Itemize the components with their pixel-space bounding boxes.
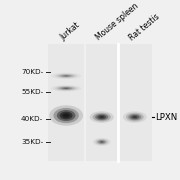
Ellipse shape <box>55 73 78 78</box>
Text: Mouse spleen: Mouse spleen <box>94 2 140 42</box>
Ellipse shape <box>49 105 83 126</box>
Ellipse shape <box>95 139 108 145</box>
Text: 35KD-: 35KD- <box>21 139 43 145</box>
Ellipse shape <box>97 140 107 144</box>
Ellipse shape <box>64 114 68 116</box>
Ellipse shape <box>60 87 72 89</box>
Ellipse shape <box>99 116 104 118</box>
Ellipse shape <box>95 114 108 120</box>
Ellipse shape <box>126 113 144 122</box>
Ellipse shape <box>60 75 72 77</box>
Ellipse shape <box>123 111 147 123</box>
Text: 55KD-: 55KD- <box>21 89 43 95</box>
Ellipse shape <box>97 115 106 119</box>
Ellipse shape <box>134 116 136 118</box>
Bar <box>86 44 152 161</box>
Bar <box>48 44 84 161</box>
Ellipse shape <box>130 115 139 119</box>
Ellipse shape <box>90 111 114 123</box>
Text: LPXN: LPXN <box>155 112 177 122</box>
Ellipse shape <box>60 112 73 119</box>
Ellipse shape <box>62 113 70 118</box>
Text: Rat testis: Rat testis <box>127 12 161 42</box>
Ellipse shape <box>51 85 81 92</box>
Ellipse shape <box>58 74 75 78</box>
Ellipse shape <box>101 141 103 142</box>
Ellipse shape <box>93 138 111 146</box>
Ellipse shape <box>65 88 68 89</box>
Text: 40KD-: 40KD- <box>21 116 43 122</box>
Ellipse shape <box>101 116 103 118</box>
Ellipse shape <box>63 88 69 89</box>
Ellipse shape <box>128 114 141 120</box>
Ellipse shape <box>93 113 111 122</box>
Ellipse shape <box>63 75 69 77</box>
Ellipse shape <box>53 108 79 123</box>
Text: Jurkat: Jurkat <box>59 21 82 42</box>
Ellipse shape <box>57 110 75 121</box>
Ellipse shape <box>132 116 138 118</box>
Text: 70KD-: 70KD- <box>21 69 43 75</box>
Ellipse shape <box>98 140 105 143</box>
Ellipse shape <box>55 86 78 91</box>
Ellipse shape <box>58 87 75 90</box>
Ellipse shape <box>100 141 104 143</box>
